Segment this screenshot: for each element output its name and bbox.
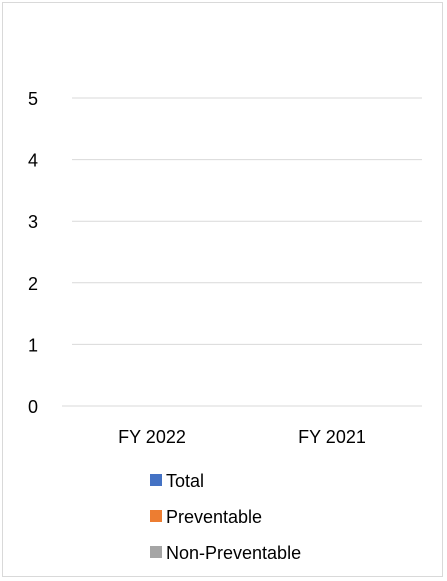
y-axis-tick-labels: 0 1 2 3 4 5 <box>28 89 38 417</box>
y-tick-label: 3 <box>28 212 38 232</box>
legend-swatch <box>150 510 162 522</box>
legend-label: Non-Preventable <box>166 543 301 563</box>
y-tick-label: 4 <box>28 151 38 171</box>
legend-label: Total <box>166 471 204 491</box>
x-tick-label: FY 2021 <box>298 427 366 447</box>
legend-label: Preventable <box>166 507 262 527</box>
legend: Total Preventable Non-Preventable <box>150 471 301 563</box>
x-tick-label: FY 2022 <box>118 427 186 447</box>
y-tick-label: 1 <box>28 335 38 355</box>
y-tick-label: 5 <box>28 89 38 109</box>
gridlines <box>62 97 422 407</box>
y-tick-label: 2 <box>28 274 38 294</box>
legend-swatch <box>150 546 162 558</box>
y-tick-label: 0 <box>28 397 38 417</box>
legend-swatch <box>150 474 162 486</box>
x-axis-tick-labels: FY 2022 FY 2021 <box>118 427 366 447</box>
